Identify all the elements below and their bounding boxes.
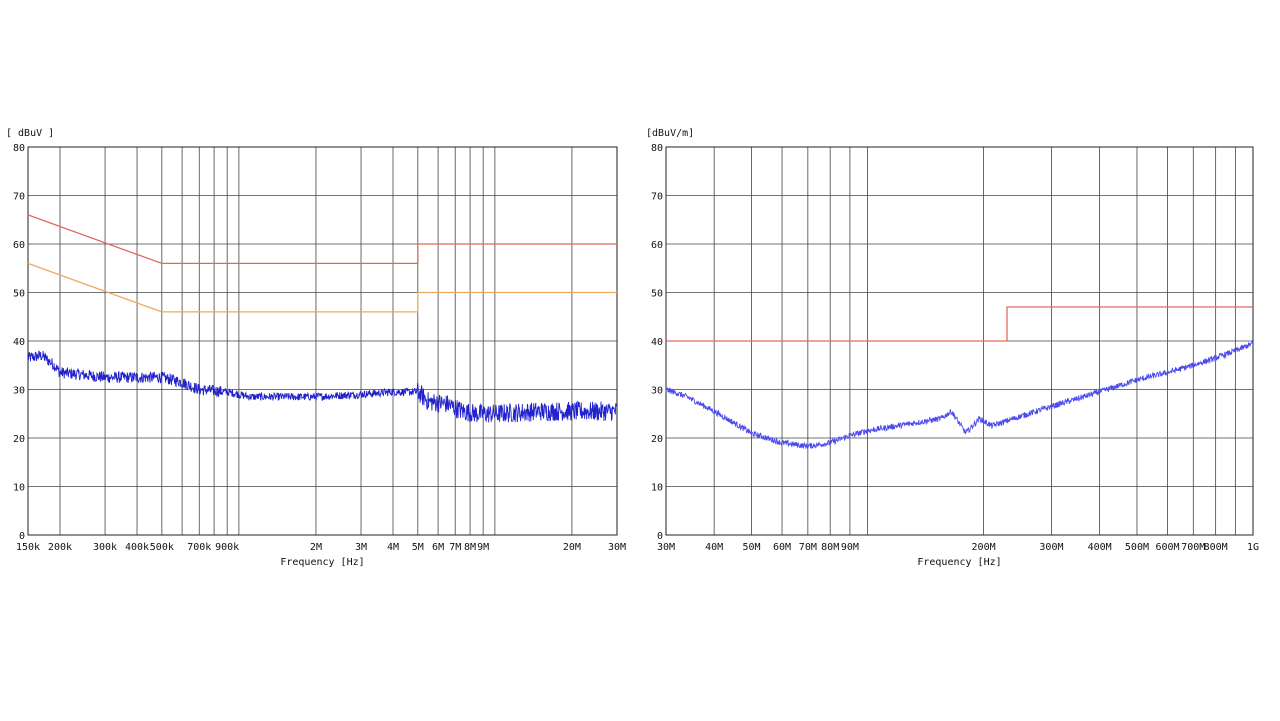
y-tick-label: 30 [13, 386, 25, 397]
y-tick-label: 60 [651, 240, 663, 251]
x-tick-label: 90M [841, 542, 859, 553]
x-tick-label: 60M [773, 542, 791, 553]
x-tick-label: 700k [187, 542, 211, 553]
y-tick-label: 40 [651, 337, 663, 348]
measurement-trace [27, 350, 618, 423]
measurement-trace [665, 339, 1254, 450]
x-tick-label: 150k [16, 542, 40, 553]
y-tick-label: 20 [13, 434, 25, 445]
x-tick-label: 30M [608, 542, 626, 553]
y-tick-label: 50 [13, 289, 25, 300]
limit-line [27, 214, 617, 265]
x-tick-label: 30M [657, 542, 675, 553]
x-tick-label: 4M [387, 542, 399, 553]
x-tick-label: 1G [1247, 542, 1259, 553]
x-axis-label: Frequency [Hz] [280, 557, 364, 568]
x-axis-label: Frequency [Hz] [917, 557, 1001, 568]
y-unit-label: [ dBuV ] [6, 128, 54, 139]
y-tick-label: 0 [657, 531, 663, 542]
x-tick-label: 6M [432, 542, 444, 553]
y-tick-label: 0 [19, 531, 25, 542]
x-tick-label: 20M [563, 542, 581, 553]
y-tick-label: 40 [13, 337, 25, 348]
x-tick-label: 800M [1204, 542, 1228, 553]
x-tick-label: 700M [1181, 542, 1205, 553]
y-unit-label: [dBuV/m] [646, 128, 694, 139]
x-tick-label: 200k [48, 542, 72, 553]
y-tick-label: 30 [651, 386, 663, 397]
x-tick-label: 5M [412, 542, 424, 553]
x-tick-label: 7M [449, 542, 461, 553]
x-tick-label: 900k [215, 542, 239, 553]
y-tick-label: 80 [651, 143, 663, 154]
x-tick-label: 50M [742, 542, 760, 553]
x-tick-label: 500M [1125, 542, 1149, 553]
limit-line [666, 306, 1253, 342]
x-tick-label: 40M [705, 542, 723, 553]
x-tick-label: 80M [821, 542, 839, 553]
y-tick-label: 70 [13, 192, 25, 203]
x-tick-label: 8M [464, 542, 476, 553]
x-tick-label: 600M [1155, 542, 1179, 553]
x-tick-label: 300k [93, 542, 117, 553]
radiated-emission-chart: 0 10 20 30 40 50 60 70 80 30M 40M 50M 60M 70M 80M 90M 20… [646, 128, 1259, 568]
y-tick-label: 10 [651, 483, 663, 494]
y-tick-label: 20 [651, 434, 663, 445]
x-tick-label: 9M [477, 542, 489, 553]
x-tick-label: 400k [125, 542, 149, 553]
conducted-emission-chart: 0 10 20 30 40 50 60 70 80 150k 200k 300k 400k 500k 700… [6, 128, 626, 568]
y-tick-label: 80 [13, 143, 25, 154]
x-tick-label: 300M [1039, 542, 1063, 553]
y-tick-label: 10 [13, 483, 25, 494]
x-tick-label: 500k [150, 542, 174, 553]
plot-frame [27, 146, 618, 536]
y-tick-label: 60 [13, 240, 25, 251]
x-tick-label: 70M [799, 542, 817, 553]
x-tick-label: 400M [1088, 542, 1112, 553]
y-tick-label: 70 [651, 192, 663, 203]
x-tick-label: 200M [972, 542, 996, 553]
x-tick-label: 3M [355, 542, 367, 553]
y-tick-label: 50 [651, 289, 663, 300]
x-tick-label: 2M [310, 542, 322, 553]
limit-line [27, 262, 617, 313]
